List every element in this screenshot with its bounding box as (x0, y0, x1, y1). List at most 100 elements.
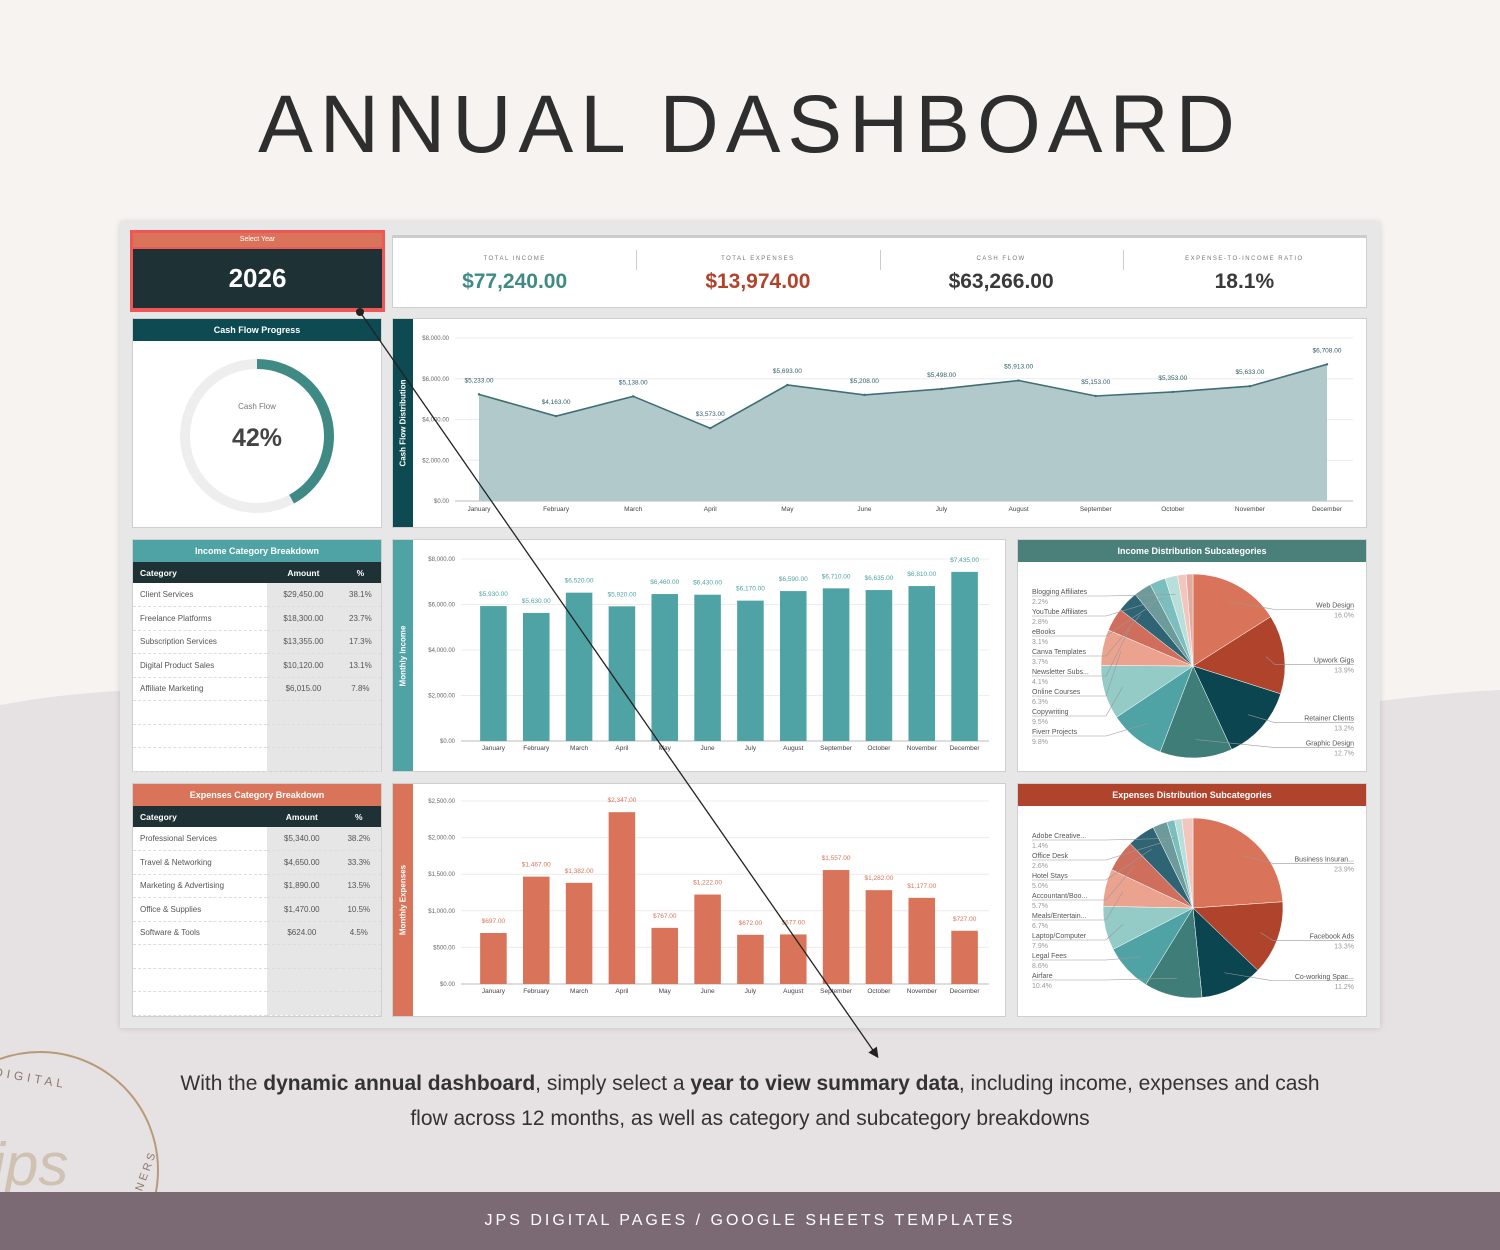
data-label: $1,222.00 (693, 880, 722, 887)
select-year-control[interactable]: Select Year 2026 (130, 230, 385, 312)
bar (651, 594, 679, 741)
bar (951, 930, 978, 984)
leader-line (1195, 739, 1354, 748)
slice-percent: 5.7% (1032, 903, 1048, 910)
data-label: $677.00 (782, 919, 806, 926)
cell-amount: $624.00 (267, 921, 337, 945)
x-tick-label: July (745, 988, 757, 995)
slice-name: eBooks (1032, 629, 1056, 636)
data-label: $5,930.00 (479, 591, 508, 598)
slice-percent: 10.4% (1032, 983, 1052, 990)
income-distribution-panel: Income Distribution Subcategories Web De… (1017, 539, 1367, 772)
x-tick-label: November (907, 988, 938, 995)
cell-category: Subscription Services (133, 630, 267, 654)
chart-side-label: Monthly Income (393, 540, 413, 771)
slice-name: Accountant/Boo... (1032, 893, 1087, 900)
slice-percent: 13.3% (1334, 944, 1354, 951)
cell-amount: $4,650.00 (267, 850, 337, 875)
footer-banner: JPS DIGITAL PAGES / GOOGLE SHEETS TEMPLA… (0, 1192, 1500, 1250)
column-header: Category (133, 562, 267, 583)
pie-slice (1192, 901, 1284, 971)
cell-category: Travel & Networking (133, 850, 267, 875)
cell-category: Freelance Platforms (133, 606, 267, 631)
data-label: $6,520.00 (565, 578, 594, 585)
data-label: $6,708.00 (1313, 347, 1342, 354)
slice-percent: 11.2% (1335, 984, 1354, 991)
slice-percent: 2.8% (1032, 619, 1048, 626)
table-row: Affiliate Marketing $6,015.00 7.8% (133, 677, 381, 701)
cell-category: Software & Tools (133, 921, 267, 945)
data-point (477, 393, 481, 396)
x-tick-label: January (482, 988, 506, 995)
leader-line (1032, 628, 1130, 677)
data-label: $697.00 (482, 918, 506, 925)
select-year-label: Select Year (133, 233, 382, 247)
y-tick-label: $0.00 (440, 739, 456, 745)
x-tick-label: September (820, 988, 853, 995)
cell-category: Office & Supplies (133, 897, 267, 922)
caption-text: , simply select a (535, 1072, 691, 1095)
bar (951, 571, 978, 741)
cell-category: Digital Product Sales (133, 653, 267, 678)
pie-slice (1159, 665, 1232, 759)
slice-name: Legal Fees (1032, 953, 1067, 960)
pie-slice (1192, 665, 1281, 750)
x-tick-label: February (543, 506, 570, 513)
income-category-table: Category Amount% Client Services $29,450.0… (133, 562, 381, 772)
cell-percent: 23.7% (339, 606, 381, 631)
kpi-value: $77,240.00 (462, 270, 568, 293)
leader-line (1032, 594, 1176, 597)
slice-percent: 16.0% (1334, 613, 1354, 620)
leader-line (1032, 597, 1165, 617)
data-label: $727.00 (953, 916, 977, 923)
data-label: $5,153.00 (1081, 379, 1110, 386)
slice-name: Adobe Creative... (1032, 833, 1086, 840)
slice-percent: 7.9% (1032, 943, 1048, 950)
bar (694, 594, 721, 741)
slice-percent: 1.4% (1032, 843, 1048, 850)
data-label: $5,208.00 (850, 378, 879, 385)
pie-slice (1192, 616, 1286, 695)
x-tick-label: June (857, 506, 871, 513)
table-row: Office & Supplies $1,470.00 10.5% (133, 897, 381, 922)
pie-slice (1181, 817, 1194, 909)
slice-percent: 9.8% (1032, 739, 1048, 746)
bar (908, 897, 936, 984)
expenses-distribution-panel: Expenses Distribution Subcategories Busi… (1017, 783, 1367, 1017)
cell-amount: $1,890.00 (267, 874, 337, 898)
slice-name: Web Design (1316, 603, 1354, 610)
slice-name: Newsletter Subs... (1032, 669, 1089, 676)
select-year-value[interactable]: 2026 (133, 249, 382, 308)
bar (522, 876, 550, 984)
cell-amount: $29,450.00 (267, 583, 340, 607)
empty-row (133, 747, 381, 772)
data-label: $6,590.00 (779, 576, 808, 583)
cell-percent: 38.1% (339, 583, 381, 607)
data-label: $5,353.00 (1158, 375, 1187, 382)
slice-name: Laptop/Computer (1032, 933, 1087, 940)
slice-percent: 6.7% (1032, 923, 1048, 930)
cell-percent: 13.1% (339, 653, 381, 678)
bar (908, 586, 936, 741)
description-caption: With the dynamic annual dashboard, simpl… (180, 1066, 1320, 1136)
leader-line (1032, 848, 1152, 881)
leader-line (1228, 601, 1354, 610)
data-point (709, 427, 712, 430)
bar (651, 927, 679, 984)
svg-text:DIGITAL: DIGITAL (0, 1065, 68, 1092)
x-tick-label: April (615, 745, 629, 752)
leader-line (1032, 614, 1141, 657)
data-point (1094, 394, 1097, 398)
income-category-panel: Income Category Breakdown Category Amount… (132, 539, 382, 772)
kpi-label: EXPENSE-TO-INCOME RATIO (1185, 256, 1304, 262)
y-tick-label: $0.00 (434, 499, 450, 505)
table-row: Digital Product Sales $10,120.00 13.1% (133, 653, 381, 678)
expenses-category-table: Category Amount% Professional Services $5,… (133, 806, 381, 1016)
slice-name: Meals/Entertain... (1032, 913, 1087, 920)
bar (608, 606, 636, 741)
data-label: $5,233.00 (465, 377, 494, 384)
caption-text: year to view summary data (690, 1072, 959, 1095)
data-point (1017, 379, 1020, 382)
x-tick-label: July (936, 506, 948, 513)
leader-line (1032, 891, 1124, 921)
